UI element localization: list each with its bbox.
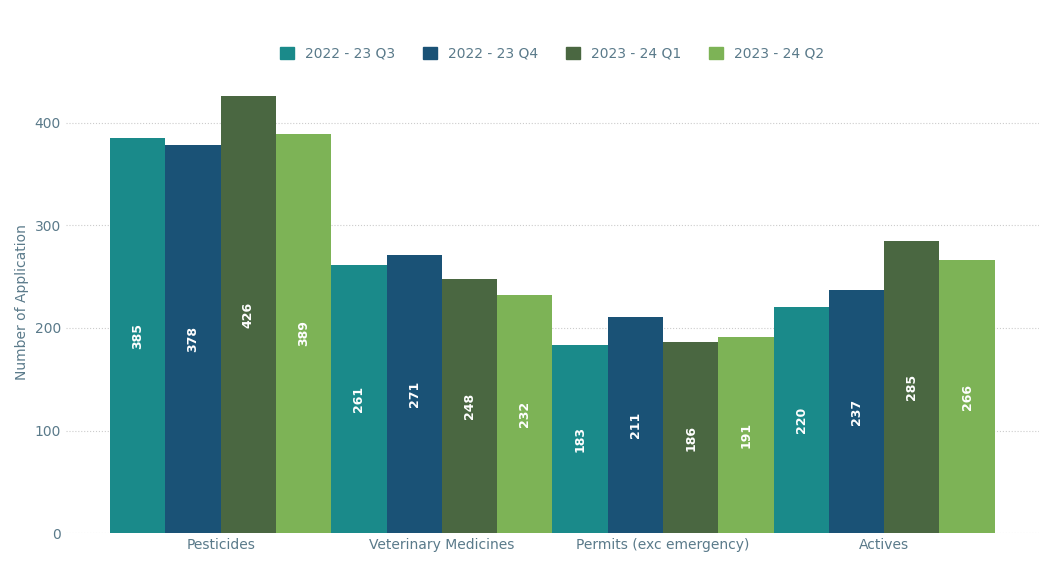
Bar — [884, 240, 939, 533]
Bar — [331, 265, 387, 533]
Text: 232: 232 — [519, 401, 531, 427]
Bar — [939, 260, 995, 533]
Text: 389: 389 — [297, 320, 310, 346]
Text: 220: 220 — [795, 407, 807, 433]
Text: 248: 248 — [463, 393, 476, 419]
Bar — [828, 290, 884, 533]
Bar — [387, 255, 442, 533]
Text: 426: 426 — [241, 302, 255, 328]
Text: 285: 285 — [905, 374, 918, 400]
Text: 385: 385 — [131, 323, 144, 349]
Bar — [276, 134, 331, 533]
Text: 266: 266 — [960, 384, 974, 409]
Bar — [442, 278, 497, 533]
Y-axis label: Number of Application: Number of Application — [15, 225, 30, 380]
Bar — [608, 316, 663, 533]
Text: 261: 261 — [352, 386, 366, 412]
Bar — [220, 96, 276, 533]
Text: 211: 211 — [629, 412, 642, 438]
Text: 191: 191 — [740, 422, 753, 448]
Text: 271: 271 — [408, 381, 421, 407]
Bar — [497, 295, 552, 533]
Bar — [165, 145, 220, 533]
Text: 237: 237 — [850, 399, 863, 425]
Text: 186: 186 — [684, 425, 697, 451]
Text: 378: 378 — [187, 326, 199, 352]
Bar — [663, 342, 718, 533]
Bar — [718, 337, 774, 533]
Bar — [774, 307, 828, 533]
Bar — [552, 345, 608, 533]
Text: 183: 183 — [573, 426, 586, 452]
Legend: 2022 - 23 Q3, 2022 - 23 Q4, 2023 - 24 Q1, 2023 - 24 Q2: 2022 - 23 Q3, 2022 - 23 Q4, 2023 - 24 Q1… — [275, 41, 829, 66]
Bar — [110, 138, 165, 533]
